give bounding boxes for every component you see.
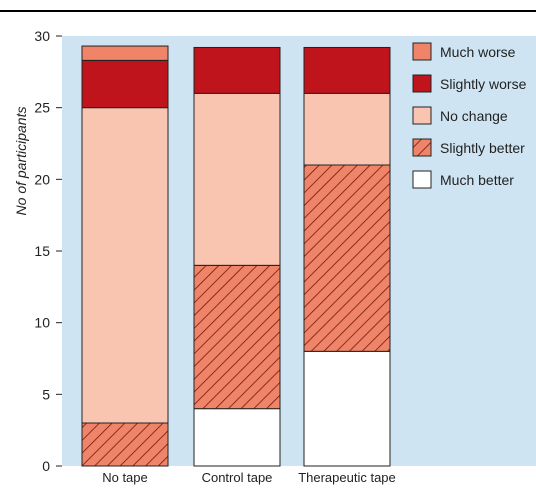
- legend-label: No change: [440, 108, 508, 124]
- legend-swatch-slightly-better: [412, 138, 432, 157]
- bar-segment-slightly-better: [193, 264, 281, 410]
- y-axis-label: No of participants: [13, 107, 29, 216]
- legend-swatch-much-worse: [412, 42, 432, 61]
- bar-segment-no-change: [303, 92, 391, 166]
- x-category-label: Control tape: [202, 470, 273, 485]
- bar-segment-slightly-better: [303, 164, 391, 352]
- bar-segment-much-worse: [81, 45, 169, 61]
- y-tick-label: 15: [34, 243, 50, 259]
- legend-label: Much better: [440, 172, 514, 188]
- y-tick-label: 25: [34, 100, 50, 116]
- legend-swatch-slightly-worse: [412, 74, 432, 93]
- legend-label: Slightly worse: [440, 76, 527, 92]
- y-tick-label: 10: [34, 315, 50, 331]
- legend-label: Much worse: [440, 44, 516, 60]
- x-category-label: Therapeutic tape: [298, 470, 396, 485]
- bar-segment-slightly-better: [81, 422, 169, 467]
- bar-segment-no-change: [81, 107, 169, 424]
- bar-segment-slightly-worse: [81, 59, 169, 109]
- bar-segment-no-change: [193, 92, 281, 266]
- bar-segment-much-better: [193, 408, 281, 467]
- y-tick-label: 5: [42, 386, 50, 402]
- bar-segment-slightly-worse: [193, 46, 281, 94]
- y-tick-label: 30: [34, 28, 50, 44]
- bar-segment-slightly-worse: [303, 46, 391, 94]
- bar-segment-much-better: [303, 350, 391, 467]
- y-tick-label: 20: [34, 171, 50, 187]
- legend-swatch-no-change: [412, 106, 432, 125]
- x-category-label: No tape: [102, 470, 148, 485]
- y-tick-label: 0: [42, 458, 50, 474]
- legend-label: Slightly better: [440, 140, 525, 156]
- legend-swatch-much-better: [412, 170, 432, 189]
- top-rule: [0, 10, 536, 12]
